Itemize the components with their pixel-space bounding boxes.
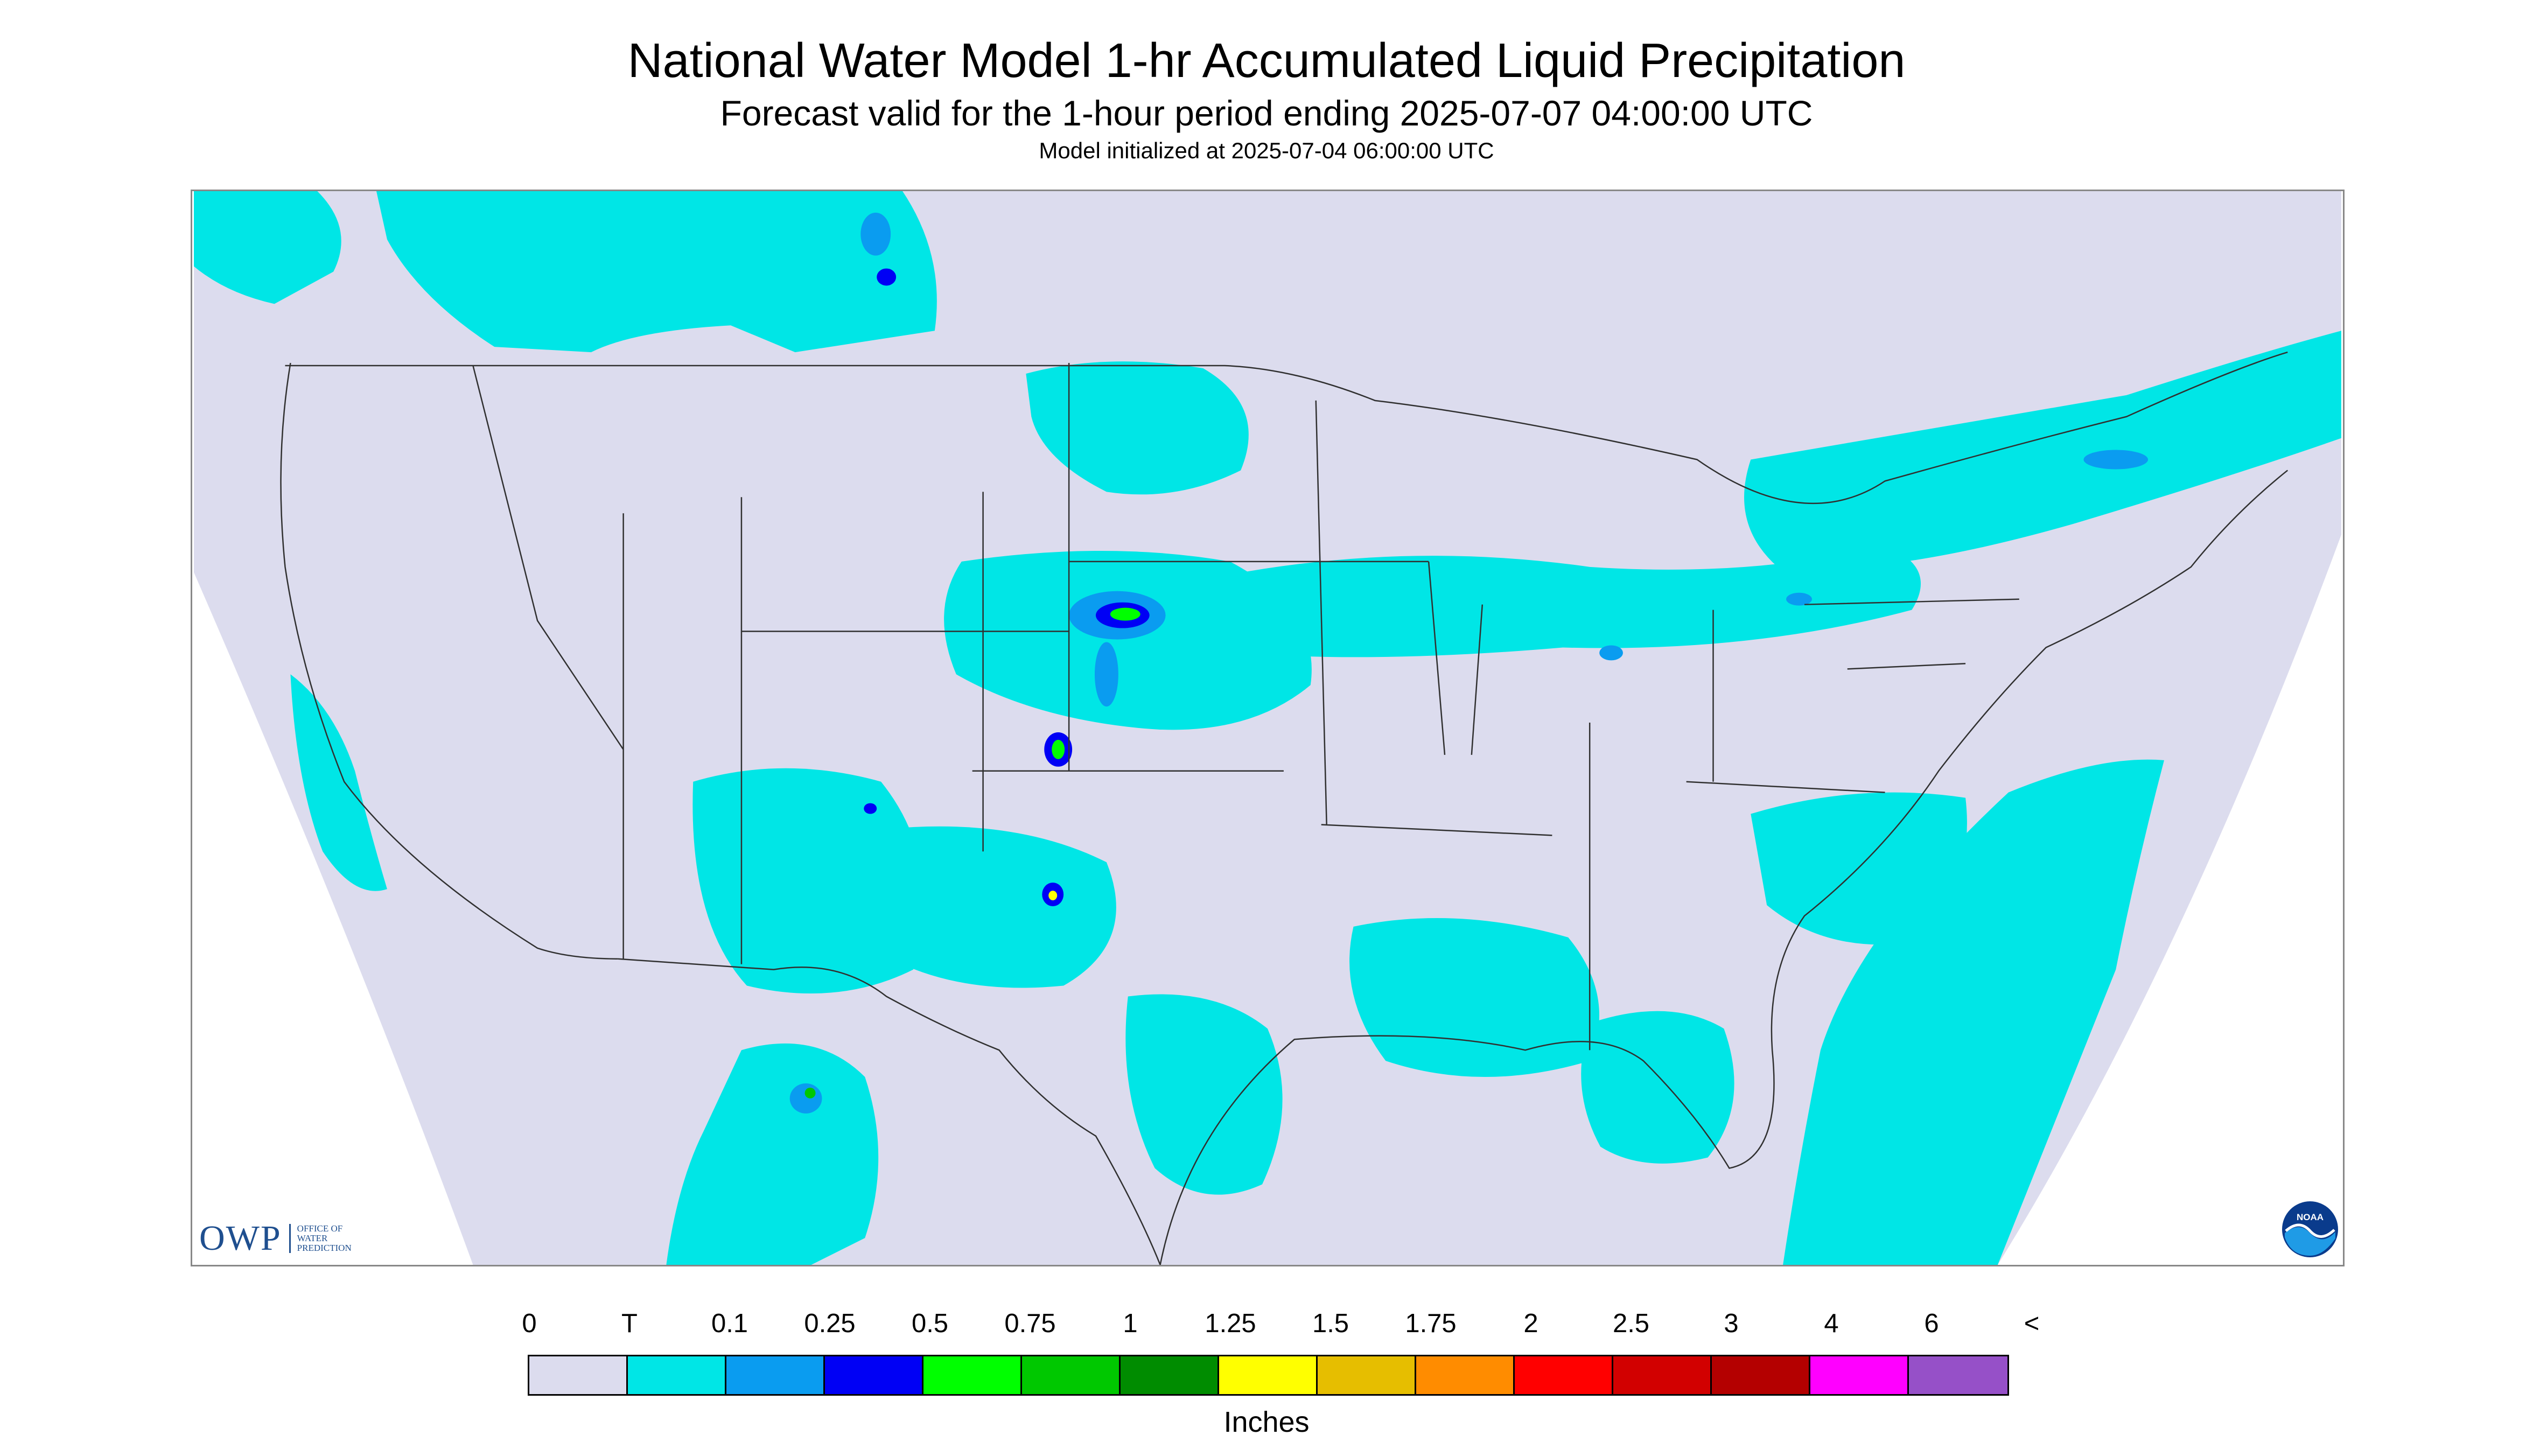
legend-tick-label: 2.5 xyxy=(1612,1309,1650,1338)
state-lines xyxy=(472,363,2019,1051)
legend-swatch xyxy=(529,1356,628,1394)
legend-tick-label: 1.75 xyxy=(1405,1309,1457,1338)
legend-swatch xyxy=(1318,1356,1416,1394)
legend-tick-label: 0.75 xyxy=(1004,1309,1056,1338)
legend-tick-labels: 0 T 0.1 0.25 0.5 0.75 1 1.25 1.5 1.75 2 2.5 3 4 6 < xyxy=(522,1308,2039,1346)
legend-swatch xyxy=(1613,1356,1712,1394)
legend-units-label: Inches xyxy=(1223,1406,1310,1438)
noaa-logo: NOAA xyxy=(2282,1201,2338,1257)
precipitation-map[interactable] xyxy=(191,190,2345,1266)
legend-swatch xyxy=(1712,1356,1810,1394)
legend-tick-label: 1 xyxy=(1123,1309,1138,1338)
legend-swatch xyxy=(1515,1356,1613,1394)
legend-tick-label: 1.25 xyxy=(1205,1309,1256,1338)
owp-logo-subtext: OFFICE OF WATER PREDICTION xyxy=(289,1224,352,1253)
us-coastline xyxy=(280,362,2289,1265)
legend-tick-label: 6 xyxy=(1924,1309,1939,1338)
legend-swatch xyxy=(825,1356,923,1394)
legend-tick-label: 3 xyxy=(1724,1309,1739,1338)
noaa-logo-text: NOAA xyxy=(2297,1212,2324,1222)
map-canvas xyxy=(194,191,2341,1265)
political-borders xyxy=(280,351,2289,1265)
legend-swatch xyxy=(1121,1356,1219,1394)
legend-tick-label: 0 xyxy=(522,1309,537,1338)
model-init-line: Model initialized at 2025-07-04 06:00:00… xyxy=(1039,138,1494,163)
legend-tick-label: 4 xyxy=(1824,1309,1839,1338)
trace-precip-areas xyxy=(194,191,2341,1265)
owp-logo: OWP OFFICE OF WATER PREDICTION xyxy=(199,1219,352,1258)
owp-logo-text: OWP xyxy=(199,1219,282,1258)
legend-swatch xyxy=(1416,1356,1515,1394)
us-mexico-border xyxy=(618,958,1161,1265)
legend-swatch xyxy=(1219,1356,1318,1394)
us-canada-border xyxy=(285,351,2288,505)
legend-swatch xyxy=(923,1356,1022,1394)
legend-tick-label: 2 xyxy=(1523,1309,1538,1338)
legend-tick-label: 0.25 xyxy=(804,1309,856,1338)
legend-swatch xyxy=(1022,1356,1121,1394)
legend-tick-label: 0.1 xyxy=(711,1309,748,1338)
map-subtitle: Forecast valid for the 1-hour period end… xyxy=(720,93,1813,133)
legend-tick-label: 0.5 xyxy=(911,1309,949,1338)
legend-swatch xyxy=(1909,1356,2007,1394)
map-title: National Water Model 1-hr Accumulated Li… xyxy=(627,34,1906,88)
legend-swatch xyxy=(1810,1356,1909,1394)
legend-tick-label: T xyxy=(621,1309,638,1338)
moderate-precip-cells xyxy=(789,212,2149,1114)
legend-color-bar xyxy=(528,1355,2009,1396)
legend-swatch xyxy=(726,1356,825,1394)
legend-tick-label: 1.5 xyxy=(1312,1309,1349,1338)
legend-tick-label: < xyxy=(2024,1309,2040,1338)
legend-swatch xyxy=(628,1356,726,1394)
